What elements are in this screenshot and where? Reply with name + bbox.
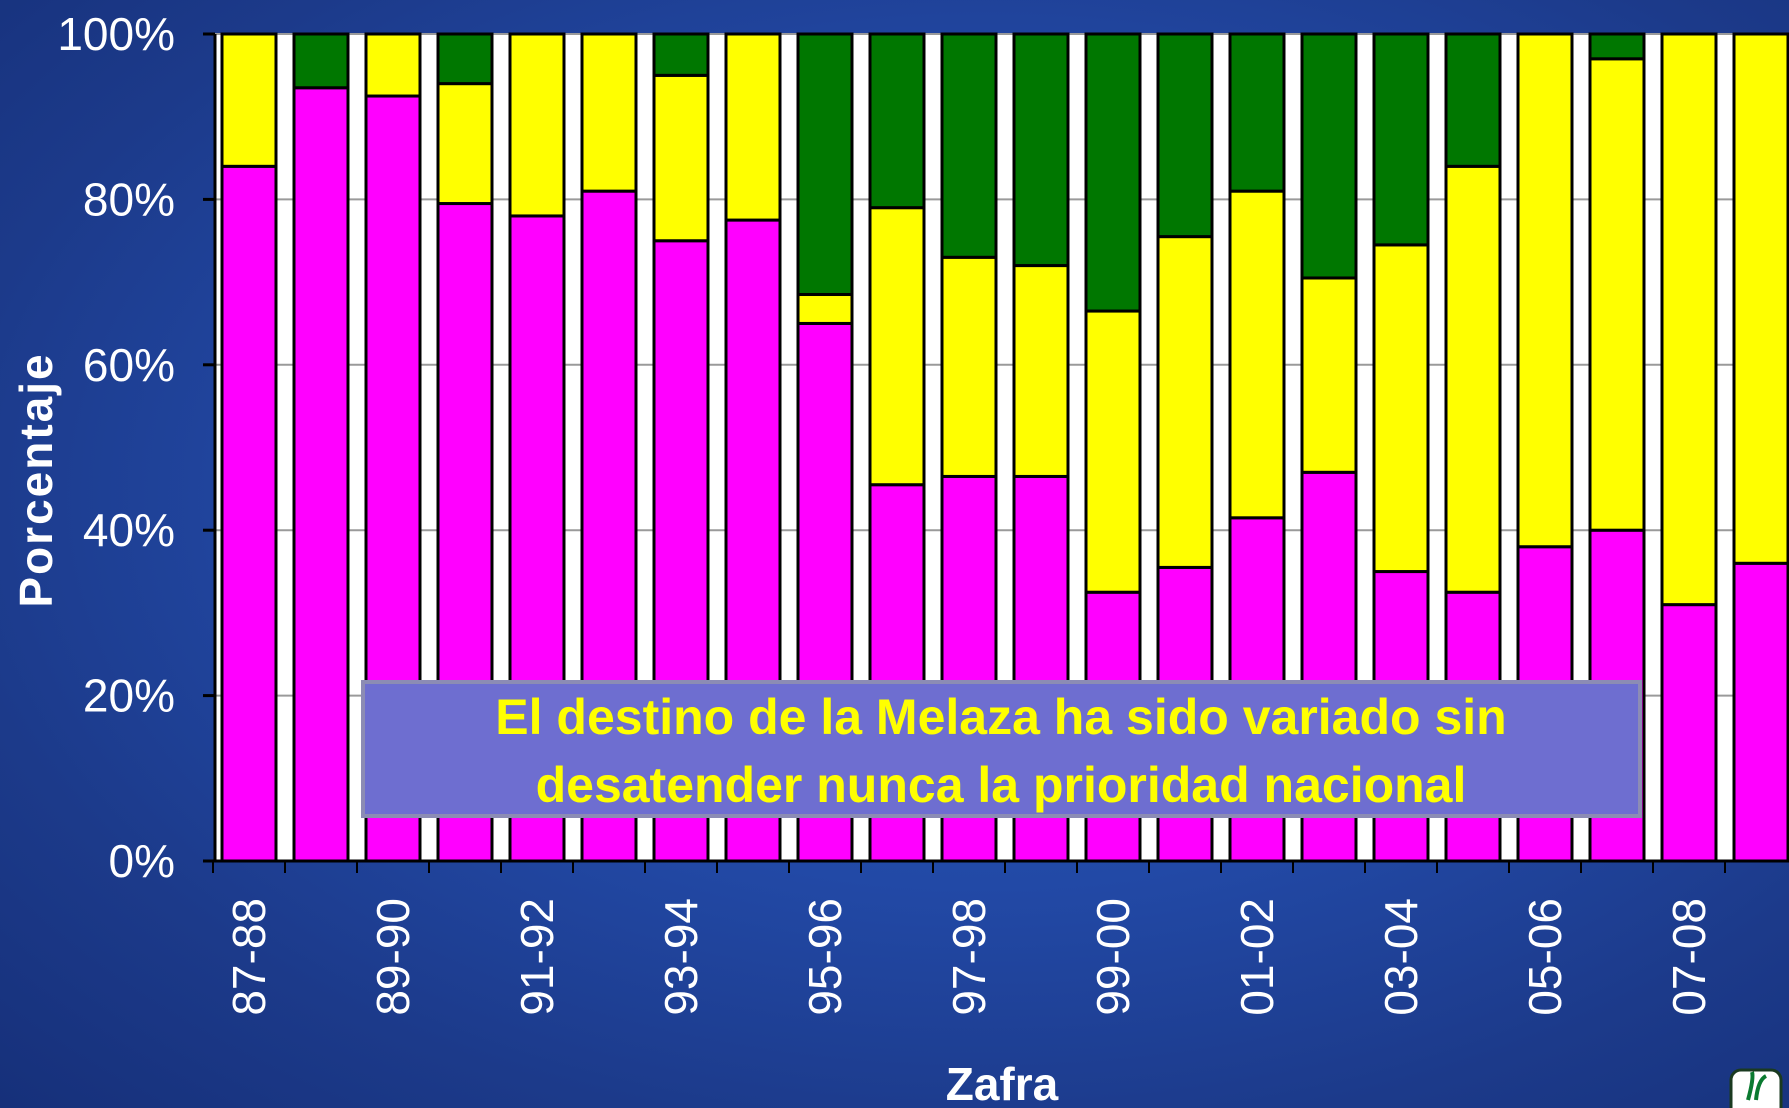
bars [220,32,1789,863]
bar-stack [292,32,350,863]
bar-stack [220,32,278,863]
bar-segment [436,32,494,86]
bar-segment [1732,561,1789,863]
annotation-box [361,680,1642,818]
bar-segment [220,32,278,168]
y-tick-label: 20% [83,670,175,722]
bar-segment [1516,32,1574,549]
x-axis-title: Zafra [946,1058,1059,1108]
bar-segment [940,32,998,259]
bar-segment [1444,164,1502,594]
x-tick-label: 95-96 [799,898,851,1016]
annotation-line-1: El destino de la Melaza ha sido variado … [495,689,1506,745]
bar-segment [868,32,926,210]
bar-segment [1732,32,1789,565]
bar-segment [220,164,278,863]
bar-segment [1444,32,1502,168]
bar-segment [1588,32,1646,61]
x-tick-label: 05-06 [1519,898,1571,1016]
x-tick-label: 93-94 [655,898,707,1016]
bar-segment [292,32,350,90]
bar-segment [1372,243,1430,574]
x-tick-label: 03-04 [1375,898,1427,1016]
bar-segment [436,82,494,206]
y-axis-title: Porcentaje [10,352,62,607]
bar-segment [796,32,854,297]
bar-segment [1588,57,1646,532]
bar-segment [1156,235,1214,569]
bar-stack [1660,32,1718,863]
bar-segment [1084,309,1142,594]
bar-segment [796,293,854,325]
bar-stack [1732,32,1789,863]
bar-segment [652,32,710,77]
bar-segment [1012,264,1070,478]
bar-segment [508,32,566,218]
x-tick-label: 01-02 [1231,898,1283,1016]
x-tick-labels: 87-88 89-90 91-92 93-94 95-96 97-98 99-00 01-02… [223,898,1715,1016]
bar-segment [1300,276,1358,474]
y-tick-labels: 0% 20% 40% 60% 80% 100% [57,8,175,887]
bar-segment [868,206,926,487]
x-tick-label: 07-08 [1663,898,1715,1016]
bar-segment [652,73,710,243]
y-tick-label: 0% [109,835,175,887]
bar-segment [364,32,422,98]
bar-segment [1300,32,1358,280]
y-tick-label: 100% [57,8,175,60]
bar-segment [1372,32,1430,247]
logo [1729,1068,1783,1108]
bar-segment [580,32,638,193]
x-tick-label: 99-00 [1087,898,1139,1016]
bar-segment [724,32,782,222]
y-tick-label: 80% [83,173,175,225]
axes [203,32,1789,873]
bar-segment [1228,32,1286,193]
bar-segment [1660,32,1718,607]
annotation-callout: El destino de la Melaza ha sido variado … [361,680,1642,818]
bar-segment [1228,189,1286,520]
bar-segment [940,255,998,478]
y-tick-label: 40% [83,504,175,556]
annotation-line-2: desatender nunca la prioridad nacional [536,757,1467,813]
y-tick-label: 60% [83,339,175,391]
x-tick-label: 91-92 [511,898,563,1016]
bar-segment [1156,32,1214,239]
x-tick-label: 89-90 [367,898,419,1016]
bar-segment [292,86,350,863]
bar-segment [1084,32,1142,313]
x-tick-label: 97-98 [943,898,995,1016]
bar-segment [1012,32,1070,268]
x-tick-label: 87-88 [223,898,275,1016]
bar-segment [1660,603,1718,863]
